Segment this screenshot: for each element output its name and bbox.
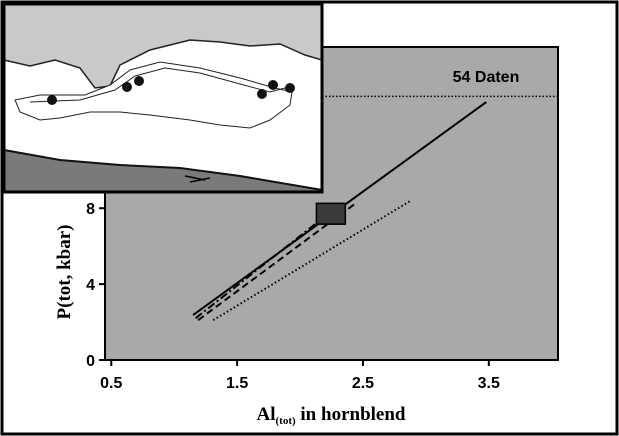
sample-site [47,95,57,105]
series-line [194,207,336,320]
inset-border [2,2,324,194]
y-tick-label: 4 [86,277,95,294]
x-label-sub: (tot) [276,415,296,427]
x-tick-label: 2.5 [352,375,374,392]
annotation: 54 Daten [453,69,520,86]
inset-map [2,2,324,194]
series-line [212,199,412,322]
x-tick-label: 0.5 [100,375,122,392]
sample-site [285,83,295,93]
x-axis-label: Al(tot) in hornblend [257,404,406,427]
data-box [315,202,347,225]
sample-site [268,80,278,90]
map-zone [14,61,293,129]
y-axis-label: P(tot, kbar) [54,225,75,320]
y-tick-label: 8 [86,201,95,218]
fault-arrows [184,175,211,183]
map-contour [29,67,286,103]
x-label-rest: in hornblend [296,404,406,425]
x-tick-label: 3.5 [478,375,500,392]
x-label-main: Al [257,404,276,425]
y-tick-label: 0 [86,353,95,370]
sample-site [122,82,132,92]
sample-site [134,76,144,86]
x-tick-label: 1.5 [226,375,248,392]
sample-site [257,89,267,99]
